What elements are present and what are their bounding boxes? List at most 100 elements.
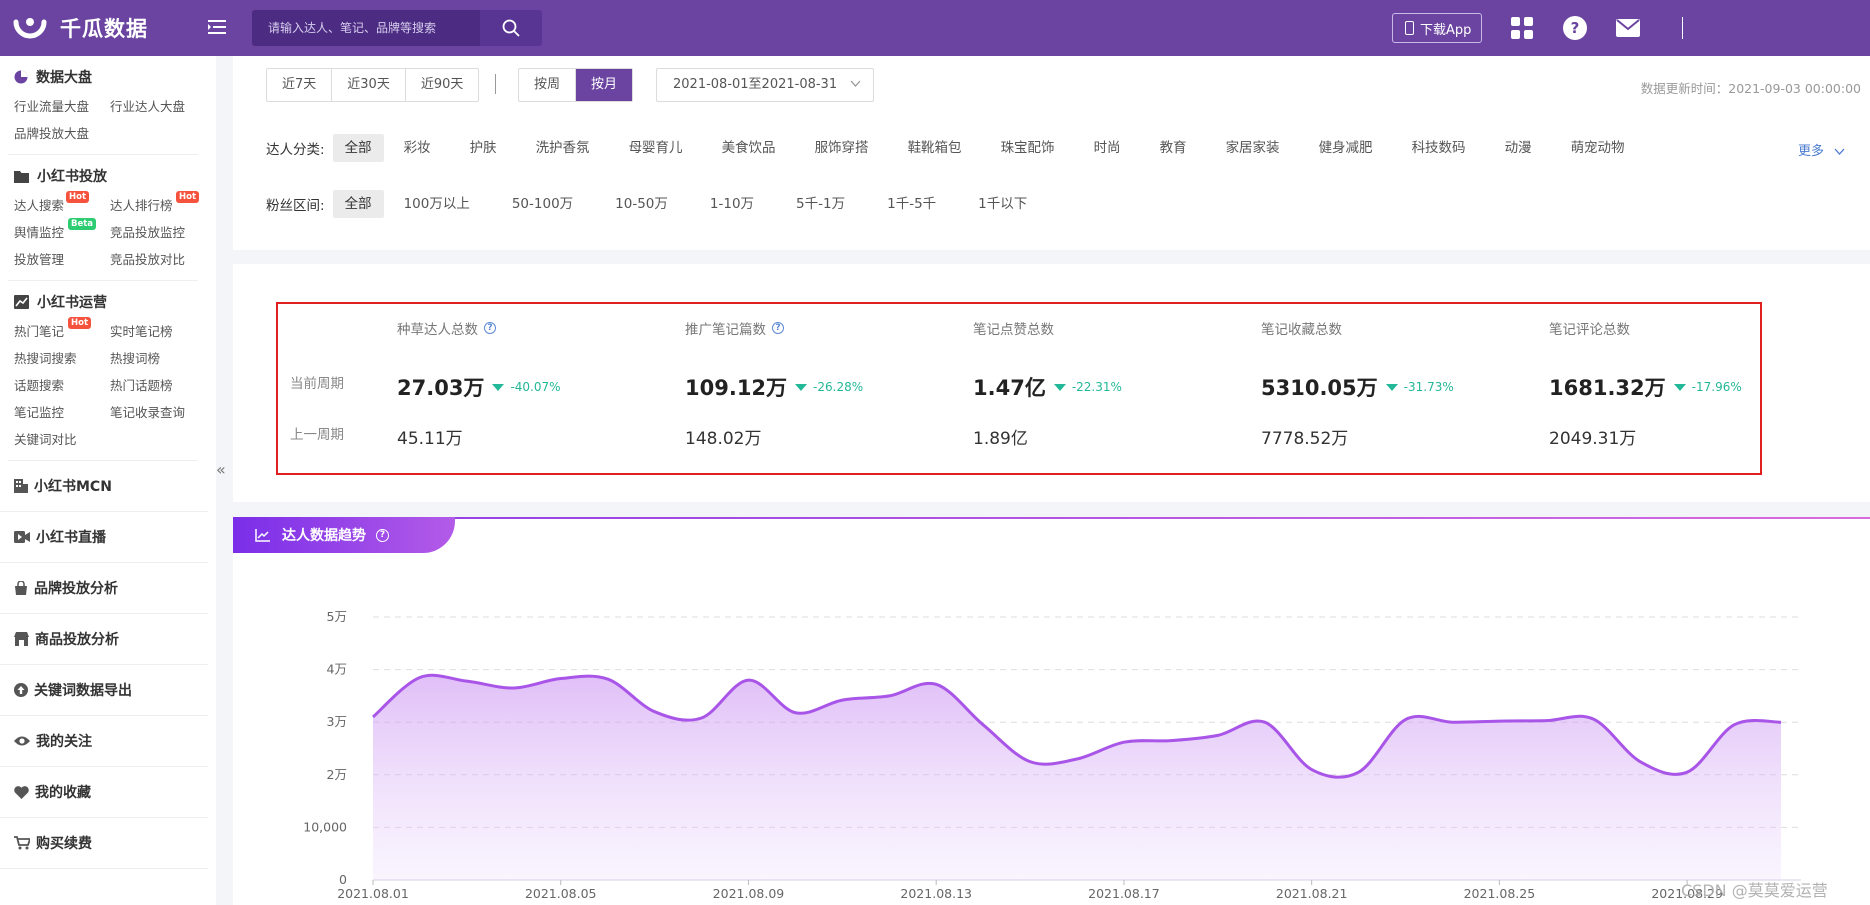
help-icon[interactable]: ? xyxy=(772,322,784,334)
period-monthly[interactable]: 按月 xyxy=(576,69,633,101)
category-chip[interactable]: 美食饮品 xyxy=(721,140,776,156)
menu-toggle-icon[interactable] xyxy=(202,16,232,40)
nav-item-keyword-export[interactable]: 关键词数据导出 xyxy=(0,665,208,716)
more-categories-button[interactable]: 更多 xyxy=(1798,140,1845,159)
chart-panel: 0 10,000 2万 3万 4万 5万 2021.08.01 2021.08.05 2021.… xyxy=(233,517,1870,905)
metric-current: 109.12万 -26.28% xyxy=(685,372,965,402)
help-icon[interactable]: ? xyxy=(484,322,496,334)
beta-badge: Beta xyxy=(68,218,97,230)
sidebar-item-topic-search[interactable]: 话题搜索 xyxy=(14,378,65,393)
watermark: CSDN @莫莫爱运营 xyxy=(1681,881,1828,900)
sidebar-item-realtime-notes[interactable]: 实时笔记榜 xyxy=(110,324,173,339)
nav-item-mcn[interactable]: 小红书MCN xyxy=(0,461,208,512)
sidebar-item-industry-traffic[interactable]: 行业流量大盘 xyxy=(14,99,90,114)
sidebar-item-hot-notes[interactable]: 热门笔记 Hot xyxy=(14,317,110,342)
sidebar-item-hot-topics[interactable]: 热门话题榜 xyxy=(110,378,173,393)
nav-item-my-favorites[interactable]: 我的收藏 xyxy=(0,767,208,818)
fans-chip[interactable]: 50-100万 xyxy=(511,196,574,212)
category-chip[interactable]: 护肤 xyxy=(469,140,497,156)
sidebar-item-hot-search-ranking[interactable]: 热搜词榜 xyxy=(110,351,161,366)
category-chip[interactable]: 健身减肥 xyxy=(1318,140,1373,156)
category-chip-all[interactable]: 全部 xyxy=(332,134,384,162)
fans-chip[interactable]: 5千-1万 xyxy=(796,196,846,212)
category-chip[interactable]: 动漫 xyxy=(1504,140,1532,156)
nav-item-live[interactable]: 小红书直播 xyxy=(0,512,208,563)
fans-label: 粉丝区间: xyxy=(266,198,325,214)
category-chip[interactable]: 时尚 xyxy=(1093,140,1121,156)
category-chip[interactable]: 洗护香氛 xyxy=(535,140,590,156)
sidebar-item-competitor-monitor[interactable]: 竞品投放监控 xyxy=(110,225,186,240)
metric-kol-total: 种草达人总数? 27.03万 -40.07% 45.11万 xyxy=(397,318,677,449)
sidebar-item-industry-kol[interactable]: 行业达人大盘 xyxy=(110,99,186,114)
group-title-label: 小红书投放 xyxy=(37,169,107,185)
range-7-days[interactable]: 近7天 xyxy=(267,69,333,101)
fans-chip-all[interactable]: 全部 xyxy=(332,190,384,218)
search-icon[interactable] xyxy=(480,10,542,46)
x-tick-label: 2021.08.09 xyxy=(713,886,785,901)
metric-change: -31.73% xyxy=(1403,380,1454,394)
sidebar-item-launch-management[interactable]: 投放管理 xyxy=(14,252,65,267)
sidebar-item-competitor-compare[interactable]: 竞品投放对比 xyxy=(110,252,186,267)
down-triangle-icon xyxy=(492,383,505,391)
sidebar-item-note-index-query[interactable]: 笔记收录查询 xyxy=(110,405,186,420)
fans-chip[interactable]: 1-10万 xyxy=(709,196,755,212)
category-chip[interactable]: 母婴育儿 xyxy=(628,140,683,156)
fans-chip[interactable]: 100万以上 xyxy=(403,196,470,212)
nav-item-purchase[interactable]: 购买续费 xyxy=(0,818,208,869)
category-chip[interactable]: 服饰穿搭 xyxy=(814,140,869,156)
stats-summary-box: 当前周期 上一周期 种草达人总数? 27.03万 -40.07% 45.11万 … xyxy=(276,302,1762,475)
x-tick-label: 2021.08.21 xyxy=(1276,886,1348,901)
category-chip[interactable]: 教育 xyxy=(1159,140,1187,156)
fans-chip[interactable]: 10-50万 xyxy=(615,196,668,212)
nav-item-product-analysis[interactable]: 商品投放分析 xyxy=(0,614,208,665)
nav-item-my-follows[interactable]: 我的关注 xyxy=(0,716,208,767)
sidebar-item-kol-ranking[interactable]: 达人排行榜 Hot xyxy=(110,191,206,216)
category-chip[interactable]: 鞋靴箱包 xyxy=(907,140,962,156)
group-title-data-dashboard[interactable]: 数据大盘 xyxy=(14,64,216,90)
category-chip[interactable]: 科技数码 xyxy=(1411,140,1466,156)
group-title-xhs-operations[interactable]: 小红书运营 xyxy=(14,289,216,315)
collapse-sidebar-icon[interactable]: « xyxy=(216,460,226,479)
nav-item-brand-analysis[interactable]: 品牌投放分析 xyxy=(0,563,208,614)
apps-grid-icon[interactable] xyxy=(1510,16,1534,40)
y-tick-label: 3万 xyxy=(327,714,347,729)
help-icon[interactable]: ? xyxy=(376,528,389,542)
sidebar-item-brand-launch[interactable]: 品牌投放大盘 xyxy=(14,126,90,141)
topbar-divider xyxy=(1682,17,1684,39)
phone-icon xyxy=(1405,21,1414,35)
folder-icon xyxy=(14,170,29,183)
sidebar-item-sentiment-monitor[interactable]: 舆情监控 Beta xyxy=(14,218,110,243)
metric-title-text: 笔记评论总数 xyxy=(1549,322,1630,338)
sidebar-item-kol-search[interactable]: 达人搜索 Hot xyxy=(14,191,110,216)
mail-icon[interactable] xyxy=(1616,19,1641,37)
date-range-picker[interactable]: 2021-08-01至2021-08-31 xyxy=(656,68,874,102)
category-chip[interactable]: 家居家装 xyxy=(1225,140,1280,156)
x-tick-label: 2021.08.17 xyxy=(1088,886,1160,901)
group-title-xhs-launch[interactable]: 小红书投放 xyxy=(14,163,216,189)
trend-chart-icon xyxy=(14,295,29,309)
fans-filter: 粉丝区间: 全部 100万以上 50-100万 10-50万 1-10万 5千-… xyxy=(266,190,1047,218)
sidebar-item-note-monitor[interactable]: 笔记监控 xyxy=(14,405,65,420)
x-tick-label: 2021.08.01 xyxy=(337,886,409,901)
divider xyxy=(8,460,198,461)
help-icon[interactable]: ? xyxy=(1562,15,1588,41)
hot-badge: Hot xyxy=(66,191,90,203)
period-weekly[interactable]: 按周 xyxy=(519,69,577,101)
sidebar-item-keyword-compare[interactable]: 关键词对比 xyxy=(14,432,77,447)
search-input[interactable] xyxy=(252,10,480,46)
sidebar: 数据大盘 行业流量大盘 行业达人大盘 品牌投放大盘 小红书投放 达人搜索 Hot … xyxy=(0,56,216,905)
metric-title: 笔记点赞总数 xyxy=(973,318,1253,338)
fans-chip[interactable]: 1千以下 xyxy=(978,196,1028,212)
app-logo[interactable]: 千瓜数据 xyxy=(12,10,192,46)
download-app-button[interactable]: 下载App xyxy=(1392,13,1483,43)
category-chip[interactable]: 珠宝配饰 xyxy=(1000,140,1055,156)
range-30-days[interactable]: 近30天 xyxy=(332,69,406,101)
fans-chip[interactable]: 1千-5千 xyxy=(887,196,937,212)
range-90-days[interactable]: 近90天 xyxy=(420,77,464,92)
category-chip[interactable]: 彩妆 xyxy=(403,140,431,156)
previous-period-label: 上一周期 xyxy=(290,427,344,443)
filter-panel: 近7天 近30天 近90天 按周 按月 2021-08-01至2021-08-3… xyxy=(233,56,1870,250)
category-chip[interactable]: 萌宠动物 xyxy=(1570,140,1625,156)
sidebar-item-hot-search[interactable]: 热搜词搜索 xyxy=(14,351,77,366)
x-tick-label: 2021.08.29 xyxy=(1651,886,1723,901)
